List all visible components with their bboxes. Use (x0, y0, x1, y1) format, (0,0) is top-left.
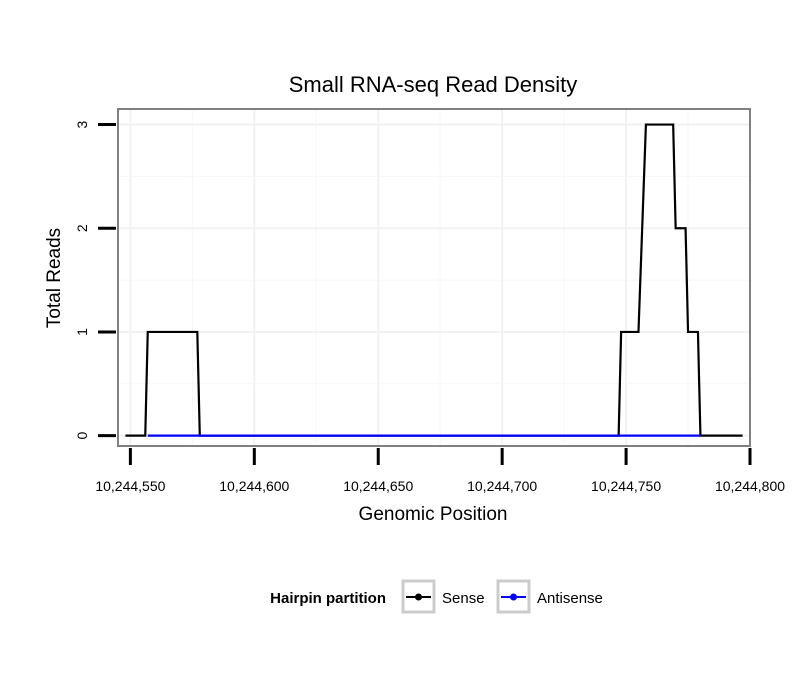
legend-label-antisense[interactable]: Antisense (537, 590, 603, 607)
y-tick-label: 2 (74, 224, 90, 232)
plot-border (117, 108, 751, 447)
legend-key-antisense-dot (510, 593, 517, 601)
plot-background (118, 109, 750, 446)
legend-label-sense[interactable]: Sense (442, 590, 485, 607)
y-tick-label: 0 (74, 432, 90, 440)
series-line-sense (125, 123, 743, 437)
x-tick-label: 10,244,800 (715, 478, 785, 494)
series-layer (125, 123, 743, 437)
x-axis: 10,244,550 10,244,600 10,244,650 10,244,700… (95, 448, 785, 494)
x-axis-title: Genomic Position (359, 504, 508, 525)
y-tick-label: 3 (74, 120, 90, 128)
x-tick-label: 10,244,650 (343, 478, 413, 494)
legend-key-sense-dot (415, 593, 422, 601)
x-tick-label: 10,244,750 (591, 478, 661, 494)
y-tick-label: 1 (74, 328, 90, 336)
x-tick-label: 10,244,550 (95, 478, 165, 494)
x-tick-label: 10,244,600 (219, 478, 289, 494)
x-tick-label: 10,244,700 (467, 478, 537, 494)
legend-title: Hairpin partition (270, 590, 386, 607)
y-axis: 0 1 2 3 (74, 120, 116, 440)
chart-title: Small RNA-seq Read Density (289, 72, 578, 97)
y-axis-title: Total Reads (44, 228, 65, 328)
legend: Hairpin partition Sense Antisense (270, 579, 603, 614)
